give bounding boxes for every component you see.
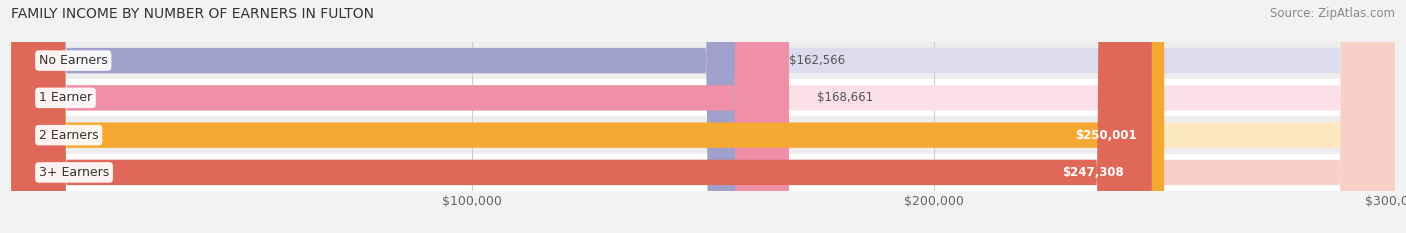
FancyBboxPatch shape (11, 0, 789, 233)
FancyBboxPatch shape (11, 42, 1395, 79)
Text: $168,661: $168,661 (817, 91, 873, 104)
FancyBboxPatch shape (11, 116, 1395, 154)
Text: $250,001: $250,001 (1074, 129, 1136, 142)
Text: $162,566: $162,566 (789, 54, 845, 67)
Text: No Earners: No Earners (39, 54, 108, 67)
Text: $247,308: $247,308 (1063, 166, 1123, 179)
FancyBboxPatch shape (11, 0, 1395, 233)
FancyBboxPatch shape (11, 0, 1395, 233)
Text: FAMILY INCOME BY NUMBER OF EARNERS IN FULTON: FAMILY INCOME BY NUMBER OF EARNERS IN FU… (11, 7, 374, 21)
FancyBboxPatch shape (11, 0, 1395, 233)
Text: 3+ Earners: 3+ Earners (39, 166, 110, 179)
FancyBboxPatch shape (11, 79, 1395, 116)
FancyBboxPatch shape (11, 0, 1152, 233)
Text: 1 Earner: 1 Earner (39, 91, 91, 104)
Text: Source: ZipAtlas.com: Source: ZipAtlas.com (1270, 7, 1395, 20)
FancyBboxPatch shape (11, 0, 1395, 233)
FancyBboxPatch shape (11, 154, 1395, 191)
FancyBboxPatch shape (11, 0, 761, 233)
FancyBboxPatch shape (11, 0, 1164, 233)
Text: 2 Earners: 2 Earners (39, 129, 98, 142)
